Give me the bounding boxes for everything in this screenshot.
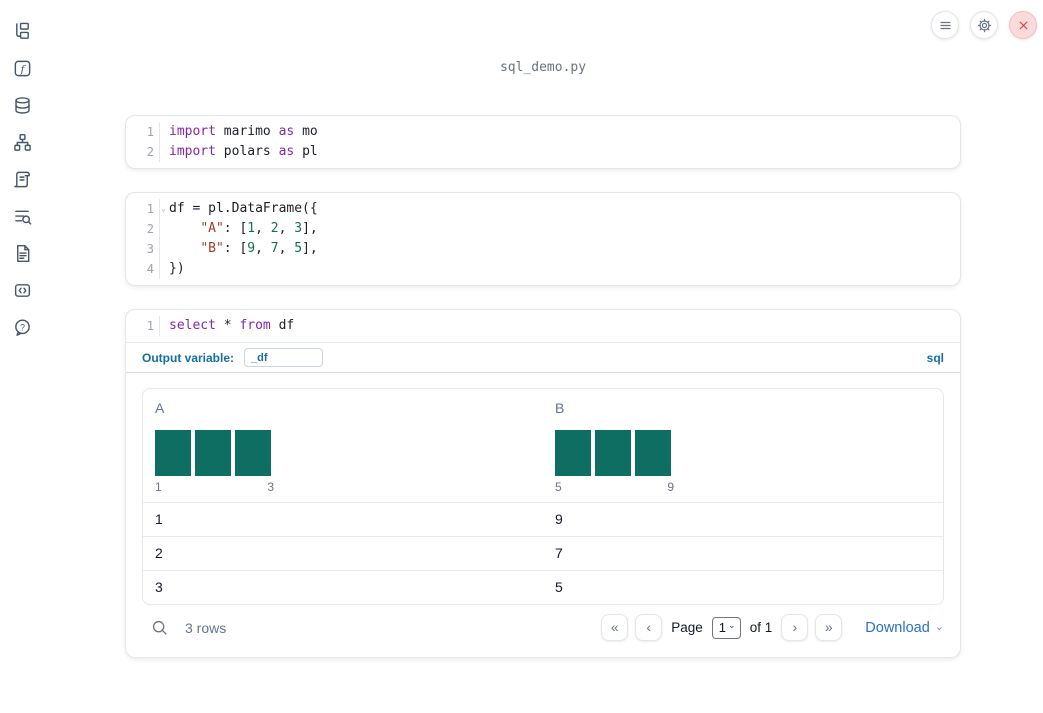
histogram-ticks: 1 3: [155, 480, 274, 494]
page-label: Page: [671, 620, 703, 635]
code-cell-imports: 1 2 import marimo as mo import polars as pl: [125, 115, 961, 169]
logs-search-icon: [13, 207, 32, 231]
cell-value: 5: [555, 579, 563, 595]
tick-max: 9: [667, 480, 674, 494]
page-select[interactable]: 1 ⌄: [711, 616, 741, 639]
code-lines: import marimo as mo import polars as pl: [169, 124, 318, 159]
histogram-ticks: 5 9: [555, 480, 674, 494]
sidebar-item-logs[interactable]: [12, 209, 32, 229]
close-icon: [1016, 18, 1031, 33]
file-tree-icon: [13, 22, 32, 46]
page-of-label: of 1: [749, 620, 773, 635]
code-editor[interactable]: 1 2 import marimo as mo import polars as pl: [126, 116, 960, 168]
column-label: B: [555, 400, 565, 416]
language-badge[interactable]: sql: [926, 350, 944, 365]
notebook-menu-button[interactable]: [931, 11, 959, 39]
column-histogram: [555, 430, 931, 476]
first-page-button[interactable]: «: [601, 614, 629, 641]
sidebar-item-snippets[interactable]: [12, 283, 32, 303]
code-lines: select * from df: [169, 318, 295, 333]
line-number-gutter: 1 ⌄ 2 3 4: [126, 199, 166, 279]
sidebar-item-dependency-graph[interactable]: [12, 133, 32, 157]
sql-editor[interactable]: 1 select * from df: [126, 310, 960, 342]
histogram-bar: [555, 430, 591, 476]
download-label: Download: [865, 619, 930, 636]
document-icon: [13, 244, 32, 268]
output-variable-label: Output variable:: [142, 350, 235, 365]
table-header: A 1 3 B 5 9: [143, 389, 943, 502]
sql-cell: 1 select * from df Output variable: sql A…: [125, 309, 961, 658]
histogram-bar: [595, 430, 631, 476]
help-icon: ?: [13, 318, 32, 342]
next-page-button[interactable]: ›: [781, 614, 809, 641]
cell-value: 3: [155, 579, 163, 595]
cell-value: 2: [155, 545, 163, 561]
table-footer: 3 rows « ‹ Page 1 ⌄ of 1 › » Download ⌄: [142, 614, 944, 641]
sidebar-item-data-sources[interactable]: [12, 96, 32, 120]
code-cell-dataframe: 1 ⌄ 2 3 4 df = pl.DataFrame({ "A": [1, 2, 3],…: [125, 192, 961, 286]
notebook: sql_demo.py 1 2 import marimo as mo import …: [125, 0, 961, 658]
tick-min: 5: [555, 480, 562, 494]
sidebar-item-variables[interactable]: f: [12, 59, 32, 83]
gear-icon: [977, 18, 992, 33]
svg-text:?: ?: [19, 322, 24, 332]
column-header-a: A 1 3: [143, 389, 543, 502]
svg-text:f: f: [19, 63, 26, 75]
download-button[interactable]: Download ⌄: [865, 620, 944, 636]
column-header-b: B 5 9: [543, 389, 943, 502]
row-count: 3 rows: [185, 619, 227, 636]
sidebar-item-outline[interactable]: [12, 170, 32, 194]
chevron-down-icon: ⌄: [934, 620, 944, 633]
cell-value: 1: [155, 511, 163, 527]
code-snippet-icon: [13, 281, 32, 305]
line-number-gutter: 1: [126, 316, 160, 336]
dataframe-table: A 1 3 B 5 9: [142, 388, 944, 605]
chevron-down-icon: ⌄: [727, 620, 736, 630]
histogram-bar: [635, 430, 671, 476]
database-icon: [13, 96, 32, 120]
output-variable-input[interactable]: [244, 348, 324, 367]
prev-page-button[interactable]: ‹: [635, 614, 663, 641]
notebook-filename[interactable]: sql_demo.py: [499, 60, 587, 75]
tick-min: 1: [155, 480, 162, 494]
pagination: « ‹ Page 1 ⌄ of 1 › » Download ⌄: [601, 614, 944, 641]
sidebar-item-help[interactable]: ?: [12, 318, 32, 342]
code-editor[interactable]: 1 ⌄ 2 3 4 df = pl.DataFrame({ "A": [1, 2, 3],…: [126, 193, 960, 285]
helper-sidebar: f?: [0, 0, 44, 713]
cell-value: 9: [555, 511, 563, 527]
column-label: A: [155, 400, 165, 416]
notebook-actions: [931, 11, 1037, 39]
shutdown-button[interactable]: [1009, 11, 1037, 39]
sidebar-item-documentation[interactable]: [12, 244, 32, 268]
hamburger-icon: [938, 18, 953, 33]
search-icon[interactable]: [151, 618, 171, 638]
graph-icon: [13, 133, 32, 157]
last-page-button[interactable]: »: [815, 614, 843, 641]
scroll-icon: [13, 170, 32, 194]
function-icon: f: [13, 59, 32, 83]
tick-max: 3: [267, 480, 274, 494]
cell-value: 7: [555, 545, 563, 561]
sidebar-item-file-explorer[interactable]: [12, 22, 32, 46]
settings-button[interactable]: [970, 11, 998, 39]
column-histogram: [155, 430, 531, 476]
page-select-value: 1: [718, 620, 726, 635]
histogram-bar: [155, 430, 191, 476]
sql-cell-footer: Output variable: sql: [126, 342, 960, 373]
code-lines: df = pl.DataFrame({ "A": [1, 2, 3], "B":…: [169, 201, 318, 276]
histogram-bar: [195, 430, 231, 476]
fold-chevron-icon[interactable]: ⌄: [161, 204, 166, 213]
histogram-bar: [235, 430, 271, 476]
cell-output: A 1 3 B 5 9: [126, 373, 960, 657]
